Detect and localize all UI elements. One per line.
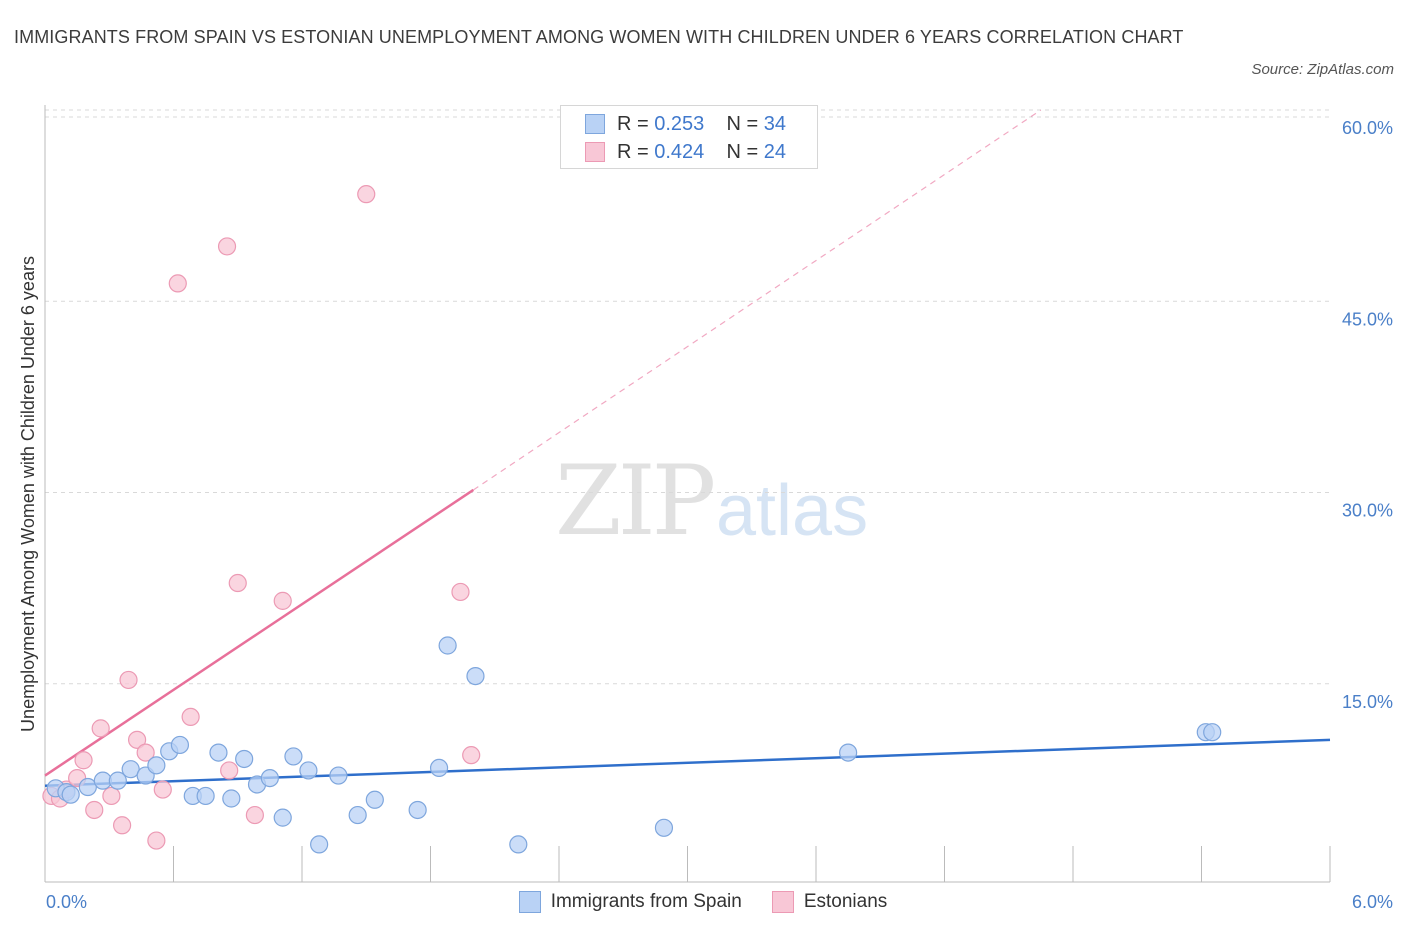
spain-r-label: R = [617, 112, 649, 135]
spain-point [284, 747, 303, 766]
spain-point [299, 761, 318, 780]
spain-r-value: 0.253 [654, 112, 705, 135]
spain-point [466, 666, 485, 686]
spain-point [329, 766, 348, 785]
spain-point [235, 749, 254, 769]
x-tick-label-min: 0.0% [46, 892, 87, 912]
spain-point [222, 789, 241, 808]
spain-point [209, 743, 228, 762]
estonians-point [273, 591, 292, 610]
legend-row-estonians: R = 0.424 N = 24 [585, 139, 786, 165]
spain-point [408, 800, 427, 820]
estonians-point [462, 746, 481, 765]
spain-point [438, 636, 457, 655]
estonians-point [136, 743, 155, 762]
axes [44, 105, 1331, 883]
spain-point [260, 768, 279, 788]
spain-point [108, 771, 127, 790]
estonians-point [168, 274, 187, 293]
y-tick-label: 60.0% [1342, 118, 1393, 138]
chart-title: IMMIGRANTS FROM SPAIN VS ESTONIAN UNEMPL… [14, 27, 1184, 47]
estonians-trend-line [44, 488, 475, 777]
estonians-swatch [585, 142, 605, 162]
y-axis-title: Unemployment Among Women with Children U… [18, 256, 38, 732]
legend-item-spain[interactable]: Immigrants from Spain [518, 891, 742, 913]
spain-point [61, 785, 80, 804]
estonians-legend-swatch [771, 891, 794, 913]
spain-swatch [585, 114, 605, 134]
watermark-zip: ZIP [555, 445, 716, 557]
spain-point [654, 818, 674, 837]
estonians-point [147, 831, 166, 850]
watermark-atlas: atlas [716, 471, 869, 551]
spain-point [170, 735, 190, 755]
estonians-point [112, 816, 132, 835]
spain-point [429, 758, 449, 778]
estonians-point [74, 751, 93, 770]
spain-point [509, 835, 528, 854]
spain-point [196, 786, 215, 806]
spain-legend-swatch [518, 891, 541, 913]
spain-point [348, 805, 367, 825]
legend-label-spain: Immigrants from Spain [550, 891, 742, 912]
estonians-n-value: 24 [763, 140, 787, 163]
spain-point [273, 808, 292, 827]
spain-n-value: 34 [763, 112, 787, 135]
estonians-n-label: N = [726, 140, 759, 163]
spain-n-label: N = [726, 112, 759, 135]
spain-point [365, 790, 384, 809]
y-tick-label: 45.0% [1342, 309, 1393, 329]
legend-item-estonians[interactable]: Estonians [771, 891, 888, 913]
estonians-r-label: R = [617, 140, 649, 163]
spain-point [839, 743, 858, 762]
estonians-point [245, 805, 264, 825]
spain-point [310, 835, 329, 854]
tick-labels: 15.0% 30.0% 45.0% 60.0% 0.0% 6.0% [46, 118, 1393, 912]
y-tick-label: 15.0% [1342, 692, 1393, 712]
source-label: Source: ZipAtlas.com [1251, 61, 1394, 78]
estonians-point [85, 800, 104, 820]
estonians-point [153, 780, 172, 799]
estonians-point [228, 573, 247, 593]
estonians-point [119, 670, 138, 690]
estonians-point [127, 730, 147, 749]
spain-point [1203, 723, 1222, 742]
grid-lines [45, 109, 1330, 685]
estonians-point [91, 719, 110, 738]
estonians-point [357, 185, 376, 204]
estonians-point [220, 761, 239, 780]
estonians-point [217, 237, 237, 256]
series-legend: Immigrants from Spain Estonians [0, 888, 1406, 916]
estonians-point [451, 582, 470, 602]
estonians-r-value: 0.424 [654, 140, 705, 163]
y-tick-label: 30.0% [1342, 501, 1393, 521]
estonians-point [102, 786, 121, 806]
trend-lines [44, 109, 1331, 787]
stats-legend: R = 0.253 N = 34 R = 0.424 N = 24 [560, 105, 818, 169]
legend-row-spain: R = 0.253 N = 34 [585, 111, 786, 137]
data-points [42, 185, 1222, 854]
legend-label-estonians: Estonians [803, 891, 888, 912]
estonians-point [181, 707, 200, 727]
x-tick-label-max: 6.0% [1352, 892, 1393, 912]
spain-point [147, 756, 166, 775]
estonians-trend-extension [472, 109, 1042, 491]
